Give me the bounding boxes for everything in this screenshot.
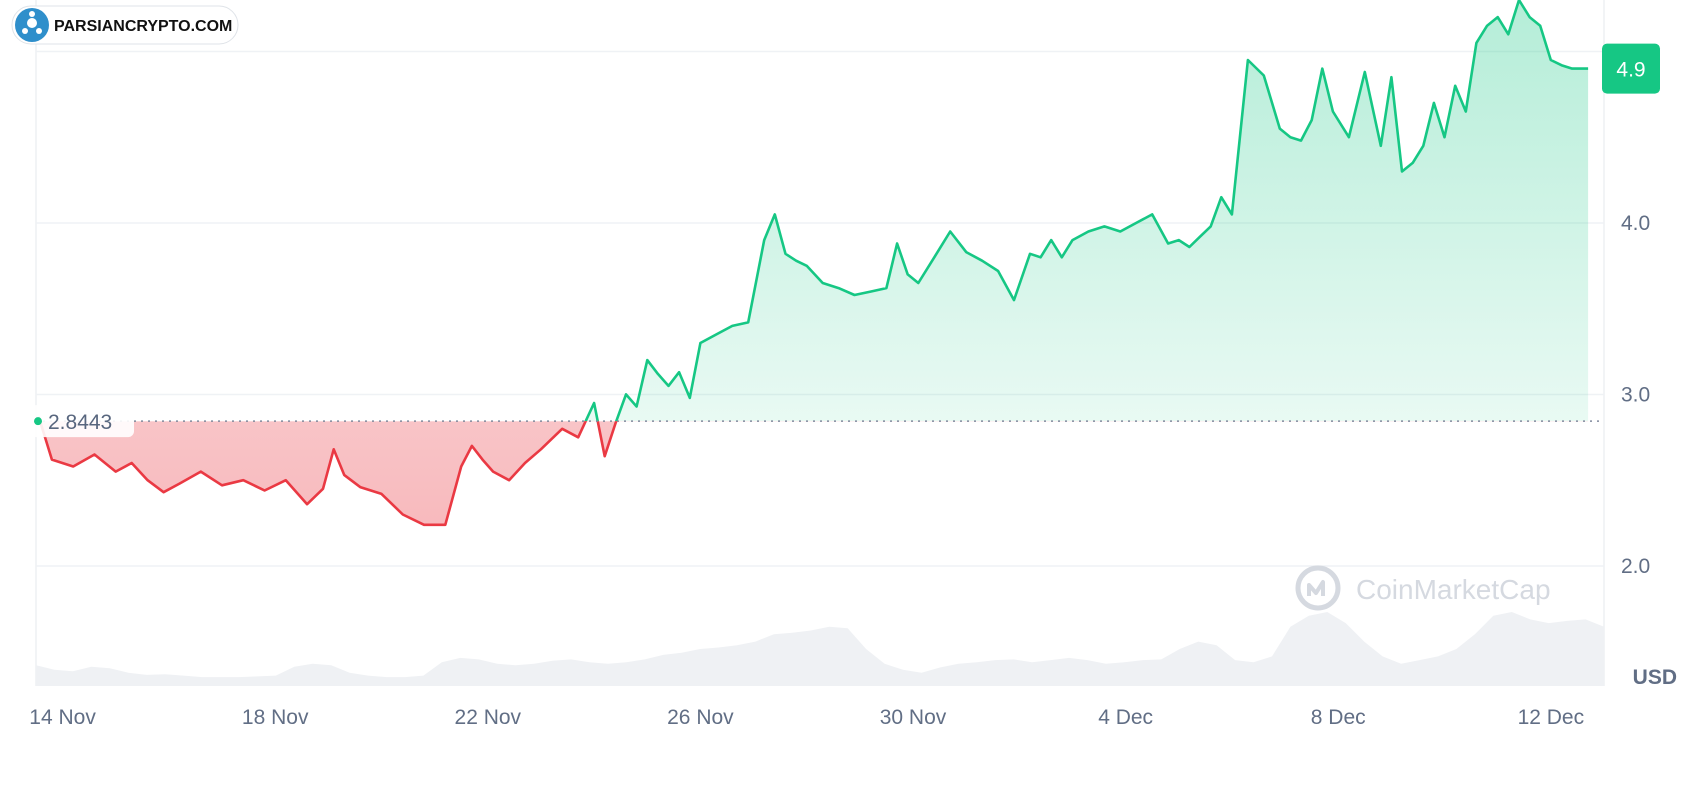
x-tick-label: 18 Nov [242,706,309,729]
coinmarketcap-watermark: CoinMarketCap [1295,565,1551,611]
x-tick-label: 30 Nov [880,706,947,729]
x-tick-label: 14 Nov [29,706,96,729]
price-line [37,0,1589,527]
reference-price-value: 2.8443 [48,411,112,434]
y-tick-label: 3.0 [1621,383,1650,406]
price-line-down [38,421,618,527]
watermark-text: CoinMarketCap [1356,574,1551,605]
y-tick-label: 4.0 [1621,212,1650,235]
price-area-up [38,0,1589,422]
x-axis: 14 Nov 18 Nov 22 Nov 26 Nov 30 Nov 4 Dec 8 Dec… [29,706,1584,729]
site-logo: PARSIANCRYPTO.COM [11,5,239,45]
y-axis: 2.0 3.0 4.0 [1621,212,1650,578]
price-line-up [37,0,1589,422]
volume-area [36,612,1604,686]
current-price-tag: 4.9 [1602,43,1660,94]
y-tick-label: 2.0 [1621,555,1650,578]
logo-icon [15,8,49,42]
x-tick-label: 8 Dec [1311,706,1366,729]
reference-price-label: 2.8443 [30,405,134,438]
price-area-down [38,421,1589,525]
price-area [38,0,1589,525]
x-tick-label: 22 Nov [455,706,522,729]
volume-shape [36,612,1604,686]
reference-dot-icon [34,417,42,426]
x-tick-label: 12 Dec [1518,706,1585,729]
logo-text: PARSIANCRYPTO.COM [54,18,232,35]
coinmarketcap-logo-icon [1295,565,1341,611]
currency-label: USD [1633,666,1677,689]
x-tick-label: 26 Nov [667,706,734,729]
current-price-value: 4.9 [1616,59,1645,82]
x-tick-label: 4 Dec [1098,706,1153,729]
